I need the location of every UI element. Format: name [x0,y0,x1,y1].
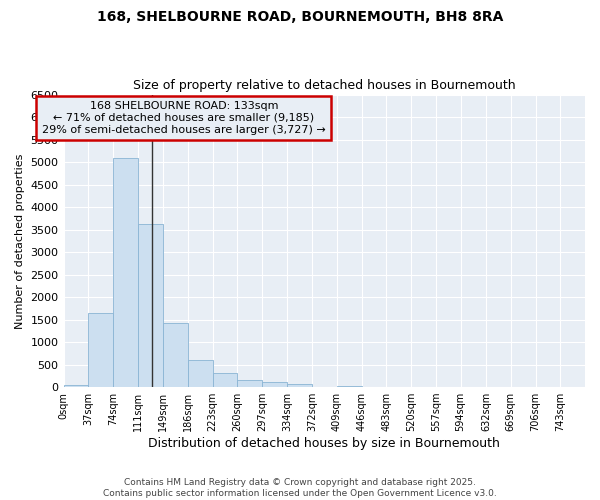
Bar [188,360,212,387]
Bar [262,382,287,387]
Bar [64,385,88,387]
X-axis label: Distribution of detached houses by size in Bournemouth: Distribution of detached houses by size … [148,437,500,450]
Text: 168 SHELBOURNE ROAD: 133sqm
← 71% of detached houses are smaller (9,185)
29% of : 168 SHELBOURNE ROAD: 133sqm ← 71% of det… [42,102,326,134]
Bar [337,386,362,387]
Bar [212,373,238,387]
Text: 168, SHELBOURNE ROAD, BOURNEMOUTH, BH8 8RA: 168, SHELBOURNE ROAD, BOURNEMOUTH, BH8 8… [97,10,503,24]
Bar [88,313,113,387]
Text: Contains HM Land Registry data © Crown copyright and database right 2025.
Contai: Contains HM Land Registry data © Crown c… [103,478,497,498]
Bar [238,380,262,387]
Title: Size of property relative to detached houses in Bournemouth: Size of property relative to detached ho… [133,79,515,92]
Bar [287,384,312,387]
Y-axis label: Number of detached properties: Number of detached properties [15,153,25,328]
Bar [163,323,188,387]
Bar [138,224,163,387]
Bar [113,158,138,387]
